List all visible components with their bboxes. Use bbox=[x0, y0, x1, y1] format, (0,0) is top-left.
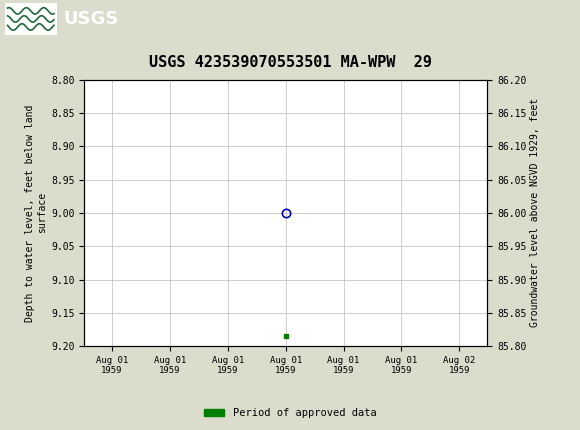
Text: USGS: USGS bbox=[64, 10, 119, 28]
Y-axis label: Groundwater level above NGVD 1929, feet: Groundwater level above NGVD 1929, feet bbox=[531, 98, 541, 327]
Y-axis label: Depth to water level, feet below land
surface: Depth to water level, feet below land su… bbox=[25, 104, 47, 322]
Text: USGS 423539070553501 MA-WPW  29: USGS 423539070553501 MA-WPW 29 bbox=[148, 55, 432, 71]
Legend: Period of approved data: Period of approved data bbox=[200, 404, 380, 423]
Bar bbox=[5, 3, 57, 35]
